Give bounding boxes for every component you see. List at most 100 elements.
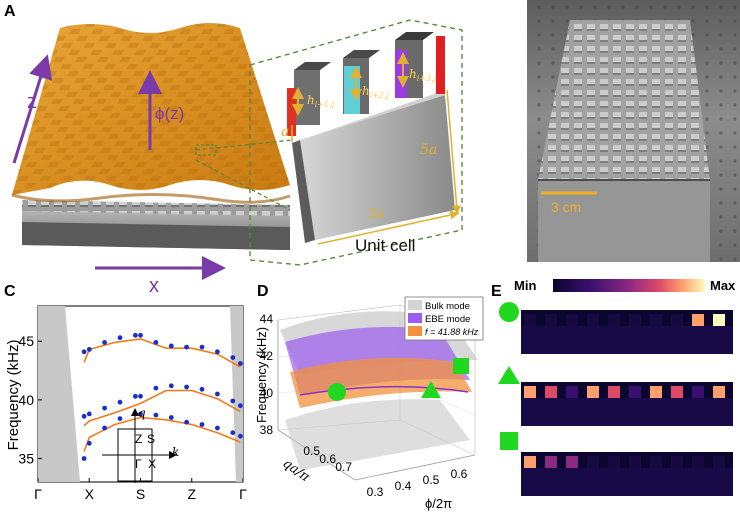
field-pillar xyxy=(692,456,704,468)
band-dot xyxy=(168,343,174,349)
band-dot xyxy=(184,419,190,425)
band-dot xyxy=(199,422,205,427)
bz-q-label: q xyxy=(138,406,146,420)
field-pillar xyxy=(566,386,578,398)
d-ytick-label: 0.5 xyxy=(303,444,320,458)
field-pillar xyxy=(608,314,620,326)
colorbar-max: Max xyxy=(710,278,736,293)
unit-cell-frame xyxy=(195,19,463,266)
bulk-surface-lower xyxy=(285,399,470,470)
legend-swatch-freq xyxy=(408,326,422,336)
band-dot xyxy=(215,349,220,355)
field-pillar xyxy=(545,314,557,326)
brillouin-zone-inset xyxy=(102,408,177,483)
field-pillar xyxy=(545,456,557,468)
unit-cell-block xyxy=(287,32,462,245)
band-dot xyxy=(238,361,243,366)
d-xlabel: ϕ/2π xyxy=(425,496,452,511)
band-line-4 xyxy=(83,416,241,452)
field-pillar xyxy=(713,456,725,468)
band-dot xyxy=(133,332,138,338)
band-dot xyxy=(81,349,87,355)
band-dot xyxy=(184,384,190,390)
field-pillar xyxy=(587,386,599,398)
d-xtick-label: 0.5 xyxy=(423,473,440,487)
panel-a-metasurface xyxy=(11,23,291,280)
d-xtick-label: 0.3 xyxy=(367,485,384,499)
d-xtick-label: 0.6 xyxy=(451,467,468,481)
c-ytick-label: 35 xyxy=(18,451,34,467)
field-pillar xyxy=(629,386,641,398)
a-dimension-label: a xyxy=(281,124,289,140)
field-substrate xyxy=(521,326,733,354)
x-axis-label: x xyxy=(149,275,159,297)
panel-label-d: D xyxy=(257,283,269,300)
field-pillar xyxy=(587,456,599,468)
bz-k-label: k xyxy=(172,445,179,459)
legend-freq: f = 41.88 kHz xyxy=(425,327,479,337)
panel-label-c: C xyxy=(4,283,16,300)
c-ytick-label: 45 xyxy=(18,333,34,349)
legend-bulk: Bulk mode xyxy=(425,301,470,312)
band-dot xyxy=(133,393,138,399)
band-dot xyxy=(102,405,107,411)
c-xtick-label: Γ xyxy=(239,486,247,502)
d-ytick-label: 0.6 xyxy=(319,452,336,466)
band-dot xyxy=(138,411,143,417)
band-dot xyxy=(199,386,205,392)
band-dot xyxy=(168,383,174,389)
field-pillar xyxy=(566,456,578,468)
band-dot xyxy=(81,456,87,461)
field-substrate xyxy=(521,398,733,426)
band-dot xyxy=(102,425,107,431)
light-cone-left xyxy=(38,306,80,482)
band-dot xyxy=(81,413,87,419)
band-dot xyxy=(168,415,174,420)
band-dot xyxy=(117,335,123,341)
unit-cell-label: Unit cell xyxy=(355,236,415,255)
d-ztick-label: 38 xyxy=(260,423,274,437)
field-pillar xyxy=(566,314,578,326)
band-dot xyxy=(102,340,107,345)
d-xtick-label: 0.4 xyxy=(395,479,412,493)
panel-b-photo xyxy=(527,0,740,262)
field-pillar xyxy=(671,456,683,468)
field-pillar xyxy=(671,386,683,398)
colorbar xyxy=(553,279,705,292)
field-pillar xyxy=(650,386,662,398)
field-pillar xyxy=(713,314,725,326)
band-dot xyxy=(215,391,220,397)
field-pillar xyxy=(692,314,704,326)
marker-circle xyxy=(328,383,346,401)
c-xtick-label: S xyxy=(136,486,145,502)
panel-label-a: A xyxy=(4,3,16,20)
field-pillar xyxy=(545,386,557,398)
c-ytick-label: 40 xyxy=(18,392,34,408)
field-pillar xyxy=(587,314,599,326)
phi-label: ϕ(z) xyxy=(155,104,184,123)
scale-bar-label: 3 cm xyxy=(551,199,581,215)
panel-c-chart xyxy=(37,305,244,483)
height-label-3: hi+3,j xyxy=(409,67,437,83)
c-xtick-label: Z xyxy=(187,486,196,502)
band-dot xyxy=(86,411,92,417)
field-pillar xyxy=(650,456,662,468)
band-line-0 xyxy=(83,338,241,368)
d-zlabel: Frequency (kHz) xyxy=(254,327,269,423)
z-axis-label: z xyxy=(27,91,37,113)
band-dot xyxy=(153,412,159,418)
d-ytick-label: 0.7 xyxy=(335,460,352,474)
field-pillar xyxy=(692,386,704,398)
band-dot xyxy=(230,398,236,404)
height-label-1: hi+1,j xyxy=(307,93,335,109)
three-a-label: 3a xyxy=(367,206,384,222)
field-pillar xyxy=(524,386,536,398)
band-dot xyxy=(199,344,205,350)
d-ztick-label: 44 xyxy=(260,312,274,326)
c-ylabel: Frequency (kHz) xyxy=(5,340,22,451)
field-pillar xyxy=(629,314,641,326)
legend-swatch-ebe xyxy=(408,313,422,323)
band-dot xyxy=(138,332,143,338)
field-pillar xyxy=(524,456,536,468)
d-ztick-label: 40 xyxy=(260,386,274,400)
